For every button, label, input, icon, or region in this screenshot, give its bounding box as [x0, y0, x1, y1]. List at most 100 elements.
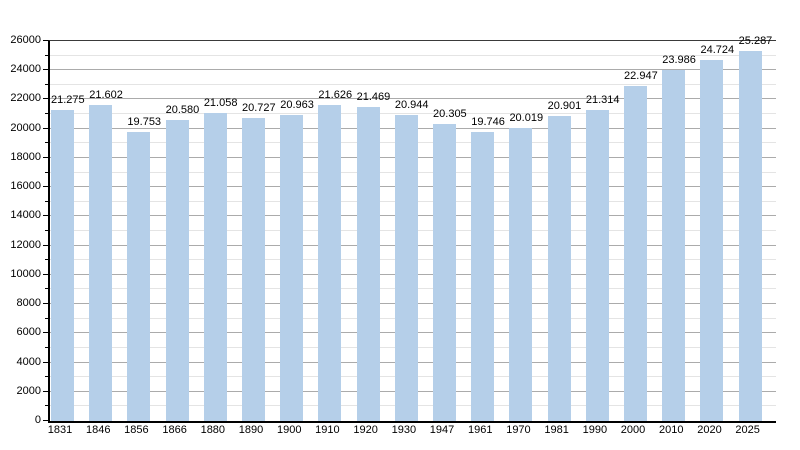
bar-value-label: 22.947: [624, 69, 658, 82]
x-axis-tick-label: 2010: [659, 424, 684, 436]
y-major-tick: [43, 244, 48, 246]
bar-1856: [127, 132, 151, 421]
x-slot: 1981: [544, 424, 583, 439]
y-axis-tick-label: 0: [34, 414, 41, 426]
x-axis-tick-label: 1880: [200, 424, 226, 436]
bar-slot: 20.944: [394, 41, 432, 421]
y-minor-tick: [45, 54, 48, 56]
bar-value-label: 19.746: [471, 116, 505, 129]
x-axis-tick-label: 1866: [162, 424, 187, 436]
y-major-tick: [43, 361, 48, 363]
bar-1970: [509, 128, 533, 421]
bar-1947: [433, 124, 457, 421]
y-major-tick: [43, 98, 48, 100]
bar-value-label: 20.727: [242, 102, 276, 115]
y-major-tick: [43, 40, 48, 41]
x-slot: 1846: [86, 425, 124, 439]
y-axis-tick-label: 6000: [16, 326, 41, 339]
y-major-tick: [43, 273, 48, 275]
y-axis-tick-label: 12000: [10, 238, 41, 251]
bar-1831: [51, 110, 74, 421]
x-slot: 1900: [277, 425, 315, 439]
y-minor-tick: [45, 171, 48, 173]
bar-slot: 23.986: [661, 41, 699, 421]
x-slot: 1970: [506, 425, 544, 439]
x-slot: 1990: [583, 425, 621, 439]
y-minor-tick: [45, 288, 48, 290]
y-minor-tick: [45, 113, 48, 115]
y-minor-tick: [45, 230, 48, 231]
bar-value-label: 25.287: [738, 35, 773, 48]
y-axis-tick-label: 24000: [10, 63, 41, 76]
y-axis-tick-label: 20000: [10, 121, 41, 134]
major-gridline: [50, 98, 776, 100]
bar-value-label: 24.724: [700, 43, 735, 56]
plot-area: 21.275 21.602 19.753 20.580 21.058 20.727 20.9…: [48, 36, 776, 423]
bar-2020: [700, 59, 724, 421]
y-minor-tick: [45, 317, 48, 319]
bar-value-label: 23.986: [662, 54, 696, 67]
bar-slot: 24.724: [699, 41, 737, 421]
y-axis-tick-label: 8000: [16, 297, 41, 310]
x-slot: 1890: [239, 425, 277, 439]
y-major-tick: [43, 69, 48, 71]
bar-slot: 21.626: [317, 41, 355, 421]
bar-value-label: 20.901: [547, 99, 582, 112]
x-axis-labels: 1831 1846 1856 1866 1880 1890 1900 1910 1920 1930…: [48, 425, 774, 439]
bar-value-label: 21.602: [89, 89, 123, 102]
bar-value-label: 20.944: [394, 98, 429, 111]
y-major-tick: [43, 215, 48, 217]
bar-1910: [318, 104, 342, 421]
bar-value-label: 19.753: [127, 116, 162, 129]
bar-value-label: 21.626: [318, 88, 353, 101]
y-major-tick: [43, 332, 48, 334]
y-axis-tick-label: 14000: [10, 209, 41, 222]
bar-value-label: 20.580: [165, 104, 200, 117]
minor-gridline: [50, 83, 776, 85]
y-minor-tick: [45, 346, 48, 348]
x-slot: 2010: [659, 425, 697, 439]
bar-1990: [585, 109, 609, 421]
x-axis-tick-label: 1947: [429, 424, 455, 436]
x-axis-tick-label: 1831: [47, 424, 73, 436]
bar-1890: [242, 118, 266, 421]
y-axis-tick-label: 16000: [10, 180, 41, 193]
bar-slot: 21.602: [88, 41, 126, 421]
bar-slot: 20.580: [165, 41, 203, 421]
y-major-tick: [43, 303, 48, 305]
bar-value-label: 20.019: [509, 112, 544, 125]
y-minor-tick: [45, 376, 48, 378]
x-slot: 1961: [468, 425, 506, 439]
x-axis-tick-label: 1920: [353, 424, 378, 436]
bars-container: 21.275 21.602 19.753 20.580 21.058 20.727 20.9…: [50, 36, 776, 421]
bar-1900: [280, 114, 304, 421]
y-axis-tick-label: 10000: [10, 267, 41, 280]
bar-1961: [471, 132, 495, 421]
bar-slot: 25.287: [738, 36, 776, 421]
x-axis-tick-label: 1981: [544, 424, 569, 436]
bar-value-label: 21.275: [51, 94, 85, 107]
y-axis-tick-label: 2000: [16, 384, 41, 397]
bar-value-label: 21.314: [585, 93, 620, 106]
bar-slot: 20.727: [241, 41, 279, 421]
bar-1866: [165, 120, 189, 421]
bar-slot: 21.058: [203, 41, 241, 421]
x-slot: 1920: [353, 424, 392, 439]
y-major-tick: [43, 127, 48, 129]
bar-slot: 20.019: [508, 41, 546, 421]
bar-value-label: 20.305: [433, 108, 467, 121]
y-major-tick: [43, 186, 48, 188]
x-slot: 1856: [124, 425, 162, 439]
x-axis-tick-label: 1890: [238, 424, 264, 436]
y-minor-tick: [45, 83, 48, 85]
x-axis-tick-label: 2020: [697, 424, 722, 436]
x-slot: 1880: [201, 425, 239, 439]
bar-slot: 20.305: [432, 41, 470, 421]
x-axis-tick-label: 1930: [391, 424, 417, 436]
y-minor-tick: [45, 259, 48, 261]
bar-slot: 19.746: [470, 41, 508, 421]
bar-1920: [356, 107, 380, 421]
minor-gridline: [50, 113, 776, 115]
y-axis-tick-label: 18000: [10, 150, 41, 163]
y-major-tick: [43, 420, 48, 421]
